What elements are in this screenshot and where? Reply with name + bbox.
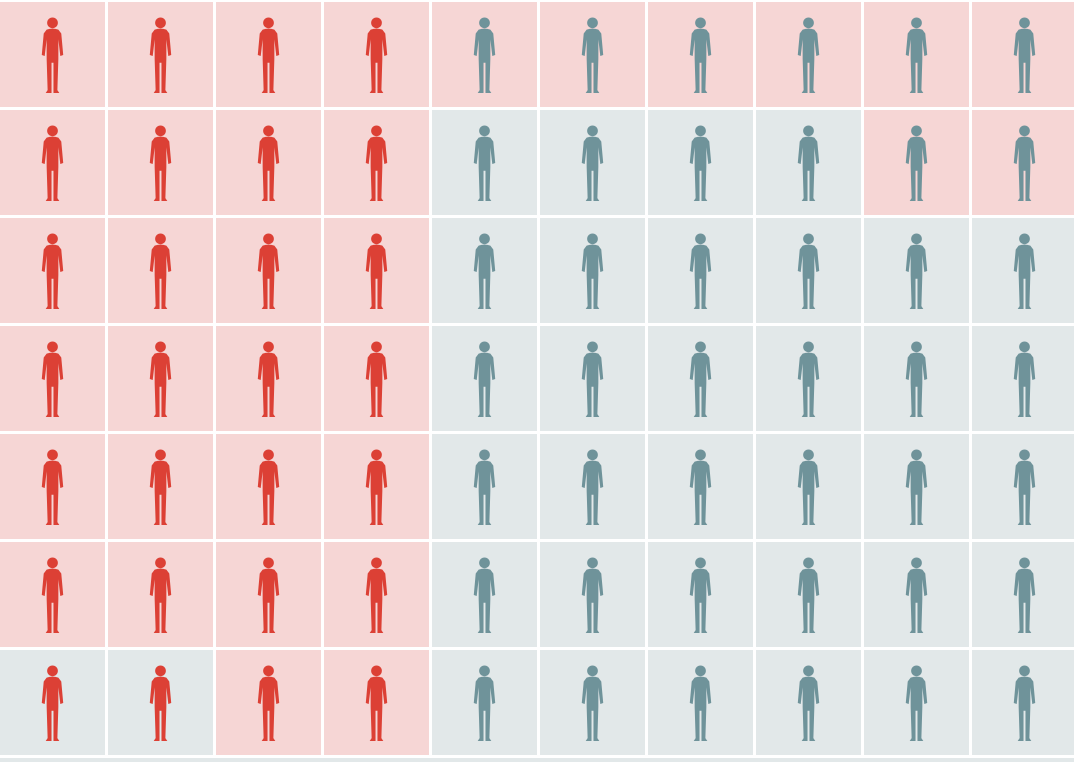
next-row-strip [0, 758, 1074, 762]
